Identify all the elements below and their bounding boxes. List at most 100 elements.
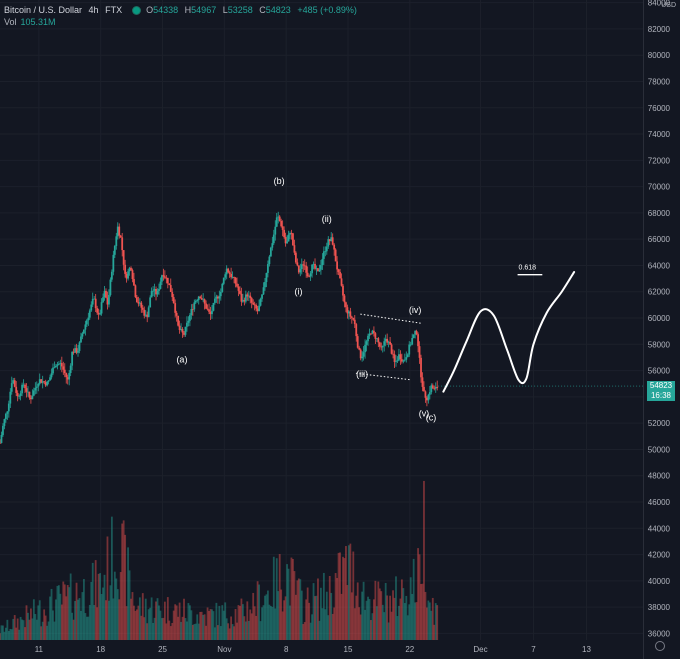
volume-bar	[38, 600, 41, 640]
volume-bar	[46, 625, 49, 640]
candle-body	[353, 319, 356, 325]
volume-bar	[63, 584, 66, 640]
candle-body	[386, 338, 389, 343]
candle-body	[161, 275, 163, 282]
candle-body	[165, 277, 168, 279]
candle-body	[149, 297, 152, 308]
price-tick-label: 70000	[648, 183, 671, 192]
candle-body	[137, 302, 140, 304]
volume-bar	[181, 616, 184, 640]
volume-bar	[15, 627, 18, 640]
candle-body	[22, 384, 25, 386]
candle-body	[324, 251, 327, 253]
volume-bar	[25, 605, 28, 640]
channel-trendline[interactable]	[355, 372, 411, 381]
candle-body	[331, 237, 334, 245]
volume-bar	[271, 606, 274, 640]
volume-bar	[219, 626, 222, 640]
volume-bar	[286, 564, 288, 640]
volume-bar	[9, 628, 12, 640]
candle-body	[9, 391, 12, 404]
candle-body	[178, 325, 181, 330]
candle-body	[280, 221, 283, 227]
candle-body	[128, 267, 131, 272]
candle-body	[143, 309, 146, 316]
wave-label[interactable]: (b)	[274, 176, 285, 186]
volume-bar	[30, 608, 32, 640]
volume-bar	[367, 596, 369, 640]
candle-body	[383, 341, 386, 346]
candle-body	[227, 268, 230, 273]
candle-body	[155, 288, 157, 295]
volume-bar	[110, 516, 113, 640]
interval-label[interactable]: 4h	[88, 5, 99, 15]
volume-label[interactable]: Vol	[4, 17, 17, 27]
volume-bar	[78, 598, 81, 640]
volume-bar	[153, 617, 156, 640]
volume-bar	[267, 590, 269, 640]
projection-brush-stroke[interactable]	[442, 271, 576, 393]
candle-body	[378, 342, 381, 347]
volume-bar	[250, 613, 253, 640]
candle-body	[31, 395, 34, 400]
volume-bar	[231, 624, 234, 640]
wave-label[interactable]: (a)	[176, 355, 187, 365]
candle-body	[241, 299, 244, 302]
channel-trendline[interactable]	[360, 313, 422, 324]
volume-bar	[161, 618, 163, 640]
volume-bar	[345, 546, 347, 640]
wave-label[interactable]: (iv)	[409, 305, 422, 315]
volume-bar	[193, 624, 196, 640]
price-tick-label: 56000	[648, 367, 671, 376]
candle-body	[356, 336, 359, 348]
candle-body	[136, 297, 138, 303]
candle-body	[66, 377, 69, 380]
candle-body	[430, 385, 433, 393]
wave-label[interactable]: 0.618	[519, 264, 537, 271]
candle-body	[231, 277, 234, 278]
price-tick-label: 52000	[648, 419, 671, 428]
candle-body	[308, 276, 311, 277]
wave-label[interactable]: (iii)	[356, 369, 368, 379]
currency-label[interactable]: USD	[661, 2, 676, 9]
volume-bar	[127, 547, 129, 640]
candle-body	[15, 386, 18, 393]
candle-body	[41, 381, 44, 383]
candle-body	[297, 265, 300, 273]
candle-body	[140, 302, 143, 308]
volume-bar	[275, 558, 278, 640]
volume-bar	[68, 587, 71, 640]
volume-bar	[94, 560, 97, 640]
candle-body	[283, 229, 286, 238]
candle-body	[21, 384, 23, 394]
volume-bar	[400, 579, 403, 640]
candle-body	[374, 333, 377, 339]
candle-body	[25, 388, 28, 392]
volume-bar	[57, 585, 60, 640]
time-axis[interactable]: 11 18 25 Nov 8 15 22 Dec 7 13	[35, 645, 592, 654]
volume-bar	[202, 614, 205, 640]
candle-body	[78, 342, 81, 351]
candle-body	[190, 309, 193, 316]
candle-body	[109, 279, 112, 295]
wave-label[interactable]: (c)	[426, 413, 437, 423]
volume-bar	[196, 614, 199, 640]
volume-bar	[246, 601, 249, 640]
candle-body	[77, 350, 79, 353]
candle-body	[159, 281, 162, 289]
price-axis[interactable]: 36000 38000 40000 42000 44000 46000 48000 50000…	[643, 0, 671, 659]
volume-bar	[265, 594, 268, 640]
candle-body	[110, 271, 113, 280]
settings-gear-icon[interactable]	[655, 641, 665, 651]
candle-body	[103, 290, 106, 298]
candle-body	[271, 243, 274, 248]
symbol-title[interactable]: Bitcoin / U.S. Dollar	[4, 5, 83, 15]
wave-label[interactable]: (v)	[419, 409, 430, 419]
volume-bar	[163, 601, 166, 640]
volume-bar	[194, 623, 197, 640]
candle-body	[59, 363, 62, 364]
wave-label[interactable]: (ii)	[322, 214, 332, 224]
wave-label[interactable]: (i)	[295, 286, 303, 296]
candle-body	[284, 237, 287, 244]
